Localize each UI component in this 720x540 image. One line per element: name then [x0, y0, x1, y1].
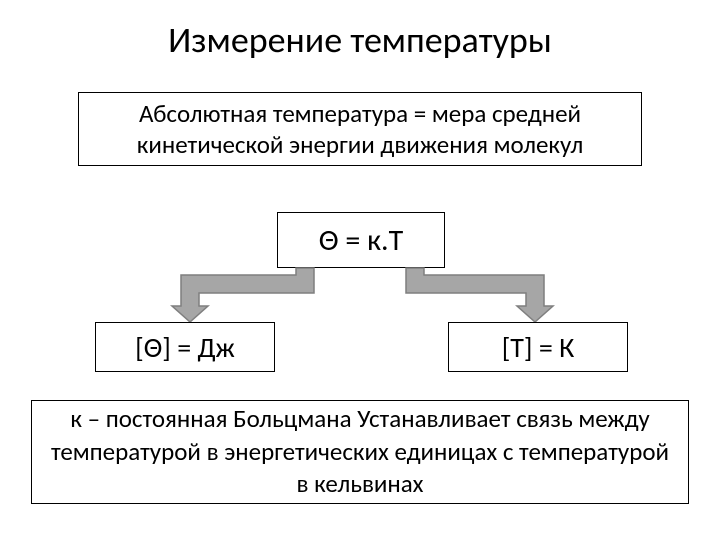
unit-t-box: [Т] = К [448, 322, 628, 372]
arrow-right [400, 262, 570, 328]
page-title: Измерение температуры [0, 0, 720, 62]
arrow-left [150, 262, 320, 328]
formula-box: Θ = к.Т [277, 212, 445, 268]
unit-theta-box: [Θ] = Дж [95, 322, 275, 372]
footnote-box: к – постоянная Больцмана Устанавливает с… [31, 400, 689, 504]
definition-box: Абсолютная температура = мера средней ки… [78, 92, 642, 166]
